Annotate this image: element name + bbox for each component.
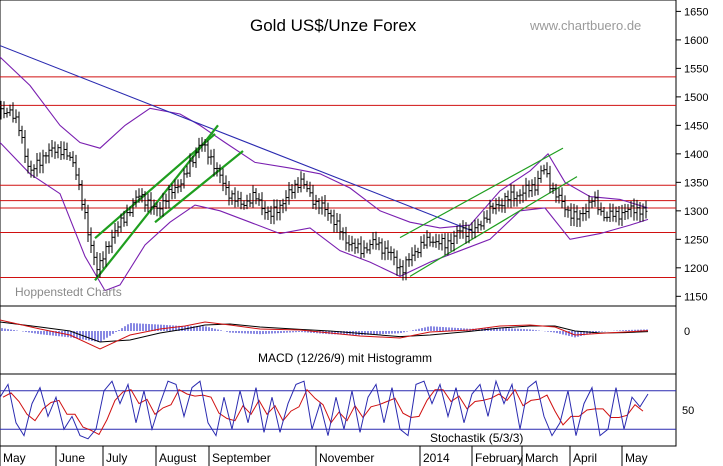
x-tick-label: May — [625, 451, 648, 465]
trend-channel-line — [399, 147, 564, 239]
y-tick-label: 1550 — [684, 63, 708, 75]
x-tick-label: June — [59, 451, 85, 465]
downtrend-line — [0, 45, 473, 232]
x-tick-label: February — [475, 451, 523, 465]
macd-zero-label: 0 — [684, 326, 690, 338]
y-tick-label: 1650 — [684, 6, 708, 18]
y-tick-label: 1150 — [684, 291, 708, 303]
source-label: Hoppenstedt Charts — [15, 285, 122, 299]
y-tick-label: 1300 — [684, 206, 708, 218]
y-tick-label: 1350 — [684, 177, 708, 189]
x-tick-label: September — [212, 451, 271, 465]
trend-channel-line — [409, 176, 578, 277]
stoch-label: Stochastik (5/3/3) — [430, 431, 523, 445]
x-tick-label: July — [106, 451, 127, 465]
bollinger-lower — [0, 142, 649, 292]
stoch-d-line — [2, 388, 644, 436]
macd-panel — [0, 319, 649, 350]
trend-channel-line — [94, 133, 216, 240]
x-tick-label: November — [319, 451, 374, 465]
price-panel — [0, 45, 676, 292]
bollinger-upper — [0, 56, 649, 229]
stoch-mid-label: 50 — [682, 405, 694, 417]
y-tick-label: 1250 — [684, 234, 708, 246]
y-tick-label: 1600 — [684, 35, 708, 47]
chart-title: Gold US$/Unze Forex — [250, 16, 417, 35]
macd-line — [0, 319, 649, 350]
x-tick-label: April — [573, 451, 597, 465]
y-tick-label: 1400 — [684, 149, 708, 161]
watermark: www.chartbuero.de — [529, 18, 641, 33]
x-tick-label: 2014 — [423, 451, 450, 465]
stoch-panel — [0, 379, 676, 440]
y-tick-label: 1450 — [684, 120, 708, 132]
x-tick-label: March — [525, 451, 558, 465]
y-tick-label: 1500 — [684, 92, 708, 104]
macd-label: MACD (12/26/9) mit Histogramm — [258, 351, 432, 365]
x-tick-label: August — [159, 451, 197, 465]
axes: 1650 1600 1550 1500 1450 1400 1350 1300 1250 1200… — [0, 6, 708, 466]
trend-channel-line — [154, 150, 244, 224]
stoch-k-line — [0, 379, 649, 440]
x-tick-label: May — [3, 451, 26, 465]
y-tick-label: 1200 — [684, 263, 708, 275]
macd-signal-line — [0, 321, 649, 343]
